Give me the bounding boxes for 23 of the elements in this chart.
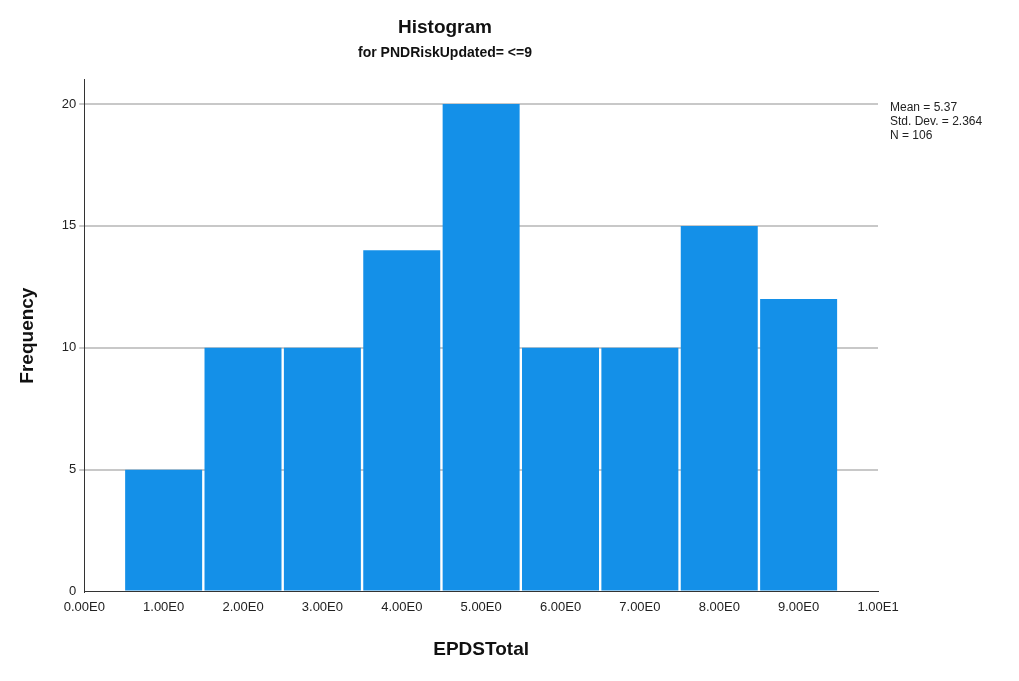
- x-tick-label: 5.00E0: [460, 598, 502, 614]
- y-tick-label: 20: [61, 95, 77, 111]
- y-tick-label: 10: [61, 339, 77, 355]
- x-tick-label: 9.00E0: [778, 598, 820, 614]
- x-axis-title: EPDSTotal: [433, 637, 529, 659]
- x-tick-label: 0.00E0: [63, 598, 105, 614]
- text: Mean = 5.37: [890, 100, 958, 115]
- y-tick-label: 0: [69, 583, 77, 599]
- y-axis-title: Frequency: [15, 287, 37, 384]
- x-tick-label: 2.00E0: [222, 598, 264, 614]
- chart-subtitle: for PNDRiskUpdated= <=9: [358, 44, 533, 61]
- x-tick-label: 8.00E0: [698, 598, 740, 614]
- y-tick-label: 5: [69, 461, 77, 477]
- chart-title: Histogram: [398, 15, 492, 37]
- x-tick-label: 1.00E1: [857, 598, 899, 614]
- text: N = 106: [890, 128, 933, 143]
- text: Std. Dev. = 2.364: [890, 114, 983, 129]
- x-tick-label: 6.00E0: [539, 598, 582, 614]
- x-tick-label: 4.00E0: [381, 598, 423, 614]
- x-tick-label: 7.00E0: [619, 598, 661, 614]
- y-tick-label: 15: [61, 217, 77, 233]
- x-tick-label: 3.00E0: [301, 598, 343, 614]
- x-tick-label: 1.00E0: [143, 598, 185, 614]
